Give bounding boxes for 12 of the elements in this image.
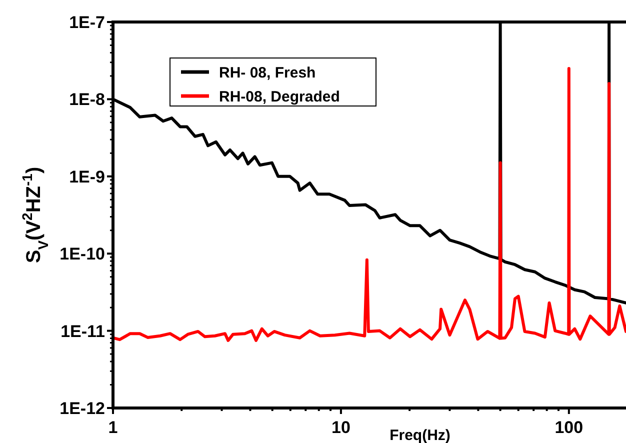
x-tick-label: 1 xyxy=(108,418,118,437)
legend-label: RH- 08, Fresh xyxy=(219,64,316,82)
x-axis-title: Freq(Hz) xyxy=(390,427,450,443)
legend-label: RH-08, Degraded xyxy=(219,88,340,106)
x-tick-label: 10 xyxy=(331,418,350,437)
y-tick-label: 1E-11 xyxy=(60,322,105,341)
y-tick-label: 1E-7 xyxy=(69,12,105,32)
x-tick-label: 100 xyxy=(554,418,584,437)
y-tick-label: 1E-12 xyxy=(60,398,105,418)
y-tick-label: 1E-10 xyxy=(60,244,105,264)
y-tick-label: 1E-9 xyxy=(69,167,105,186)
y-tick-label: 1E-8 xyxy=(69,90,105,110)
